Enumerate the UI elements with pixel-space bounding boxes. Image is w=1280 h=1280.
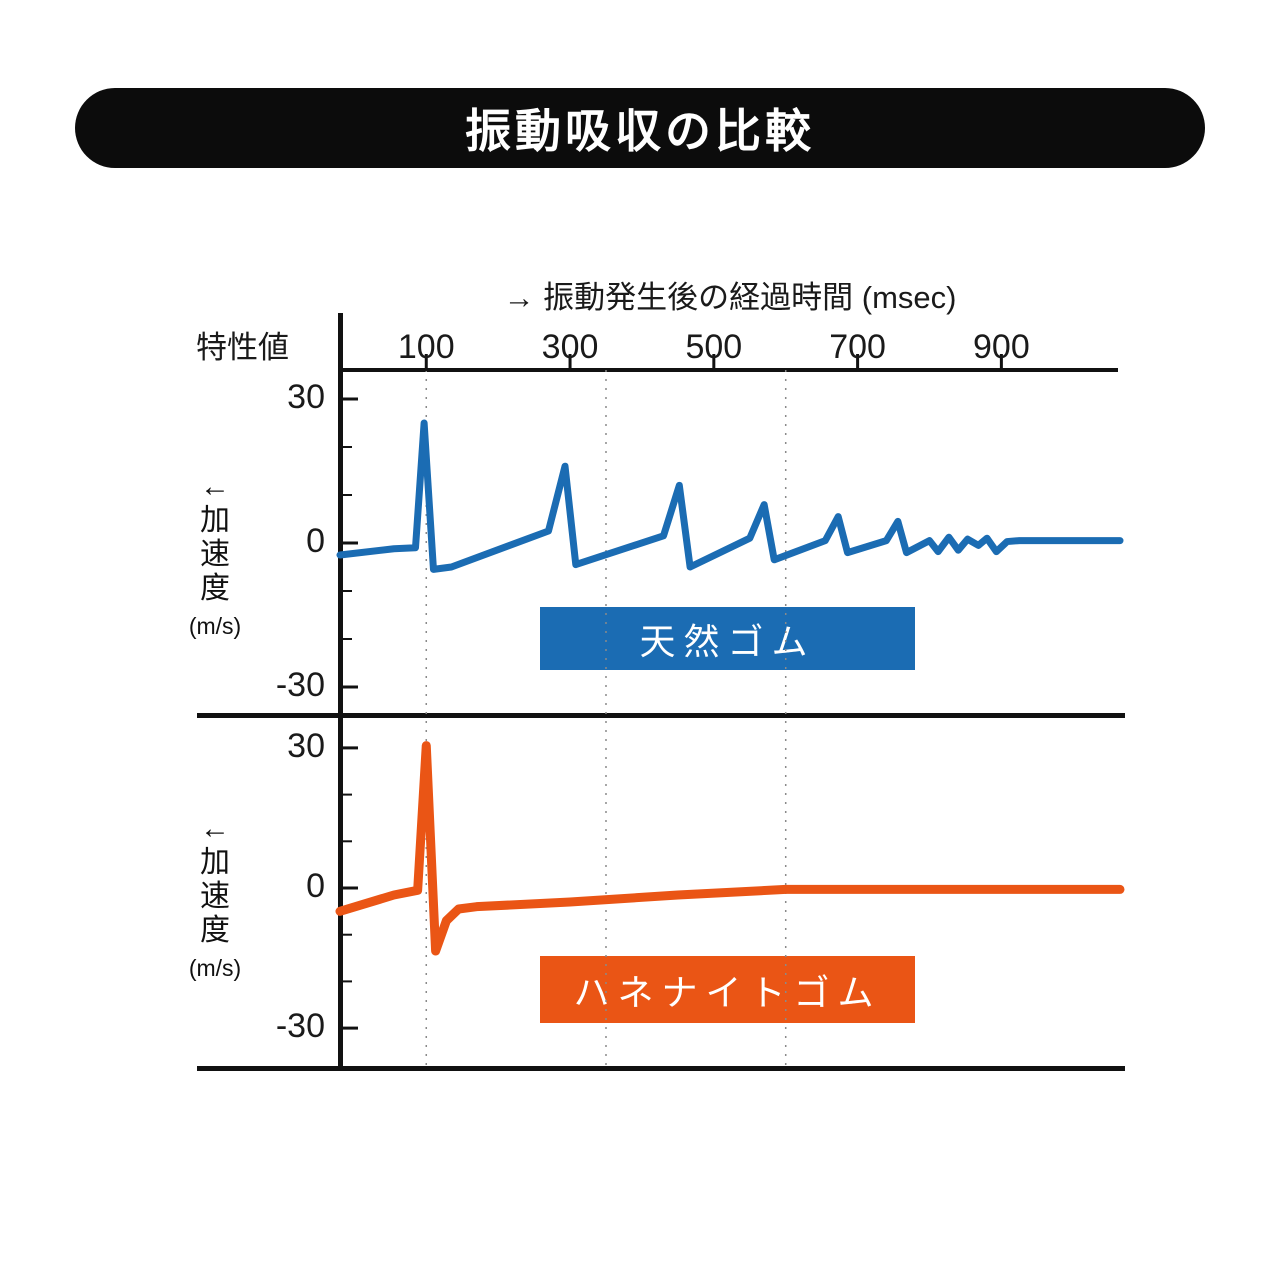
y-tick-label: 30: [287, 726, 325, 765]
legend-hanenite-rubber: ハネナイトゴム: [540, 956, 915, 1023]
up-arrow-icon: ←: [200, 812, 230, 845]
y-tick-label: 30: [287, 378, 325, 416]
y-axis-unit-bottom: (m/s): [188, 955, 242, 981]
x-tick-label: 100: [397, 328, 455, 366]
y-axis-label-top: ← 加 速 度 (m/s): [175, 470, 255, 643]
legend-natural-rubber-label: 天然ゴム: [639, 620, 816, 662]
y-tick-label: 0: [306, 867, 325, 905]
x-tick-label: 700: [829, 328, 886, 366]
y-axis-unit-top: (m/s): [188, 613, 242, 639]
x-tick-label: 500: [685, 328, 743, 366]
series-line-hanenite-rubber: [335, 741, 1125, 956]
page-title: 振動吸収の比較: [465, 105, 815, 157]
corner-label: 特性値: [196, 330, 289, 365]
y-axis-label-bottom: ← 加 速 度 (m/s): [175, 812, 255, 985]
panel-divider-line: [197, 713, 1125, 718]
x-axis-title: → 振動発生後の経過時間 (msec): [503, 280, 957, 315]
x-axis-line: [340, 368, 1118, 372]
legend-hanenite-rubber-label: ハネナイトゴム: [573, 971, 882, 1013]
y-tick-label: 0: [306, 522, 325, 560]
y-tick-label: -30: [275, 666, 325, 704]
x-tick-label: 900: [973, 328, 1030, 366]
legend-natural-rubber: 天然ゴム: [540, 607, 915, 670]
y-axis-line: [338, 313, 343, 1070]
y-tick-label: -30: [275, 1007, 325, 1046]
up-arrow-icon: ←: [200, 470, 230, 503]
x-tick-label: 300: [541, 328, 599, 366]
title-banner: 振動吸収の比較: [75, 88, 1205, 168]
series-line-natural-rubber: [336, 419, 1124, 573]
bottom-axis-line: [197, 1066, 1125, 1071]
